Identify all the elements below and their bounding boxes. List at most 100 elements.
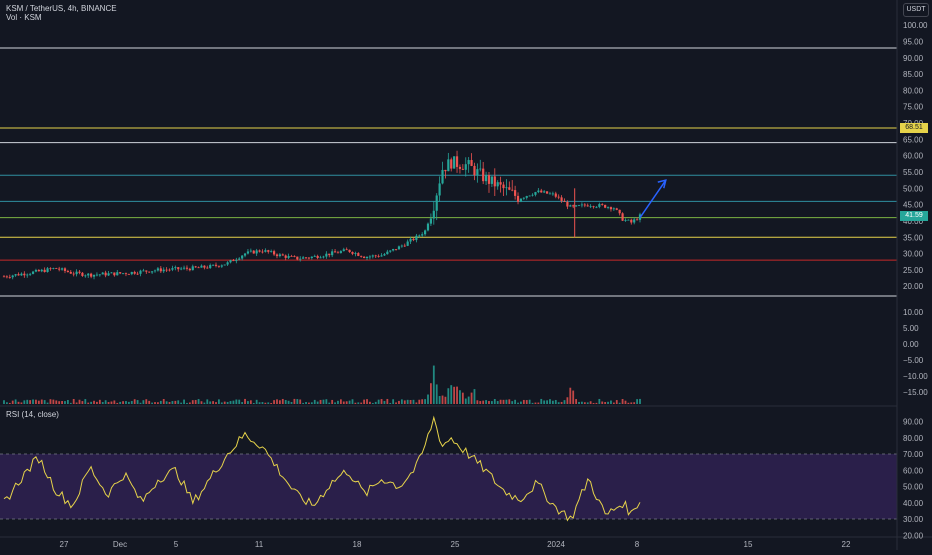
volume-bar	[502, 399, 505, 404]
volume-bar	[467, 396, 470, 404]
candle	[435, 195, 438, 211]
volume-bar	[255, 399, 258, 404]
volume-bar	[528, 399, 531, 404]
candle	[116, 272, 119, 276]
price-tag-level: 68.51	[900, 122, 928, 133]
candle	[624, 220, 627, 221]
candle	[534, 192, 537, 195]
candle	[575, 205, 578, 207]
candle	[188, 268, 191, 271]
price-tick-label: 30.00	[903, 250, 924, 259]
candle	[107, 273, 110, 276]
volume-bar	[549, 399, 551, 404]
candle	[458, 166, 462, 169]
volume-bar	[130, 401, 133, 404]
volume-bar	[267, 402, 270, 404]
volume-bar	[473, 389, 476, 404]
candle	[226, 262, 229, 265]
candle	[217, 265, 221, 267]
candle	[467, 160, 470, 165]
volume-bar	[8, 402, 11, 404]
candle	[162, 269, 165, 272]
volume-bar	[119, 401, 122, 404]
volume-bar	[186, 402, 188, 404]
volume-bar	[84, 399, 87, 404]
trend-arrow	[639, 179, 667, 219]
volume-bar	[514, 399, 517, 404]
volume-bar	[566, 397, 569, 404]
volume-bar	[87, 402, 90, 404]
volume-bar	[17, 401, 20, 404]
volume-bar	[589, 401, 592, 404]
volume-bar	[96, 401, 98, 404]
volume-bar	[633, 402, 636, 404]
volume-bar	[322, 399, 325, 404]
symbol-title[interactable]: KSM / TetherUS, 4h, BINANCE	[6, 4, 117, 13]
candle	[371, 255, 374, 257]
candle	[72, 273, 75, 275]
candle	[447, 159, 450, 172]
volume-bar	[206, 399, 209, 404]
volume-tick-label: 10.00	[903, 308, 924, 317]
volume-tick-label: −5.00	[903, 356, 924, 365]
volume-bar	[244, 398, 246, 404]
volume-bar	[78, 399, 81, 404]
candle	[40, 269, 43, 272]
candle	[322, 256, 325, 258]
time-tick-label: 18	[353, 540, 362, 549]
volume-bar	[81, 401, 84, 404]
candle	[615, 208, 618, 210]
volume-bar	[46, 402, 49, 404]
candle	[101, 272, 104, 275]
volume-bar	[122, 401, 124, 404]
candle	[229, 260, 232, 263]
price-tick-label: 25.00	[903, 266, 924, 275]
price-tag-last: 41.59	[900, 210, 928, 221]
candle	[412, 238, 415, 241]
candle	[52, 268, 55, 269]
volume-bar	[601, 401, 604, 404]
volume-bar	[32, 399, 34, 404]
volume-bar	[525, 400, 528, 404]
volume-tick-label: −15.00	[903, 388, 928, 397]
volume-bar	[546, 400, 548, 404]
candle	[5, 276, 9, 278]
candle	[29, 273, 32, 275]
candle	[87, 273, 90, 276]
candle	[374, 255, 377, 257]
candle	[119, 272, 122, 274]
candle	[2, 276, 6, 278]
volume-bar	[232, 400, 235, 404]
candle	[214, 264, 218, 266]
candle	[444, 169, 447, 172]
volume-bar	[470, 392, 473, 404]
volume-bar	[604, 402, 607, 404]
candle	[583, 204, 586, 206]
candle	[572, 205, 575, 207]
volume-bar	[369, 401, 371, 404]
rsi-legend[interactable]: RSI (14, close)	[6, 410, 59, 419]
volume-bar	[223, 401, 226, 404]
volume-bar	[281, 398, 284, 404]
volume-legend[interactable]: Vol · KSM	[6, 13, 42, 22]
candle	[528, 195, 531, 197]
volume-bar	[183, 399, 185, 404]
candle	[383, 254, 386, 256]
candle	[531, 194, 534, 196]
candle	[342, 249, 345, 252]
volume-bar	[200, 401, 203, 404]
candle	[171, 268, 174, 270]
volume-bar	[395, 402, 397, 404]
volume-bar	[226, 401, 229, 404]
volume-bar	[575, 399, 578, 404]
volume-bar	[543, 400, 546, 404]
volume-bar	[328, 402, 331, 404]
rsi-tick-label: 50.00	[903, 483, 924, 492]
rsi-tick-label: 60.00	[903, 466, 924, 475]
candle	[577, 205, 581, 207]
volume-bar	[511, 401, 514, 404]
rsi-band	[0, 454, 897, 519]
currency-button[interactable]: USDT	[903, 3, 929, 17]
